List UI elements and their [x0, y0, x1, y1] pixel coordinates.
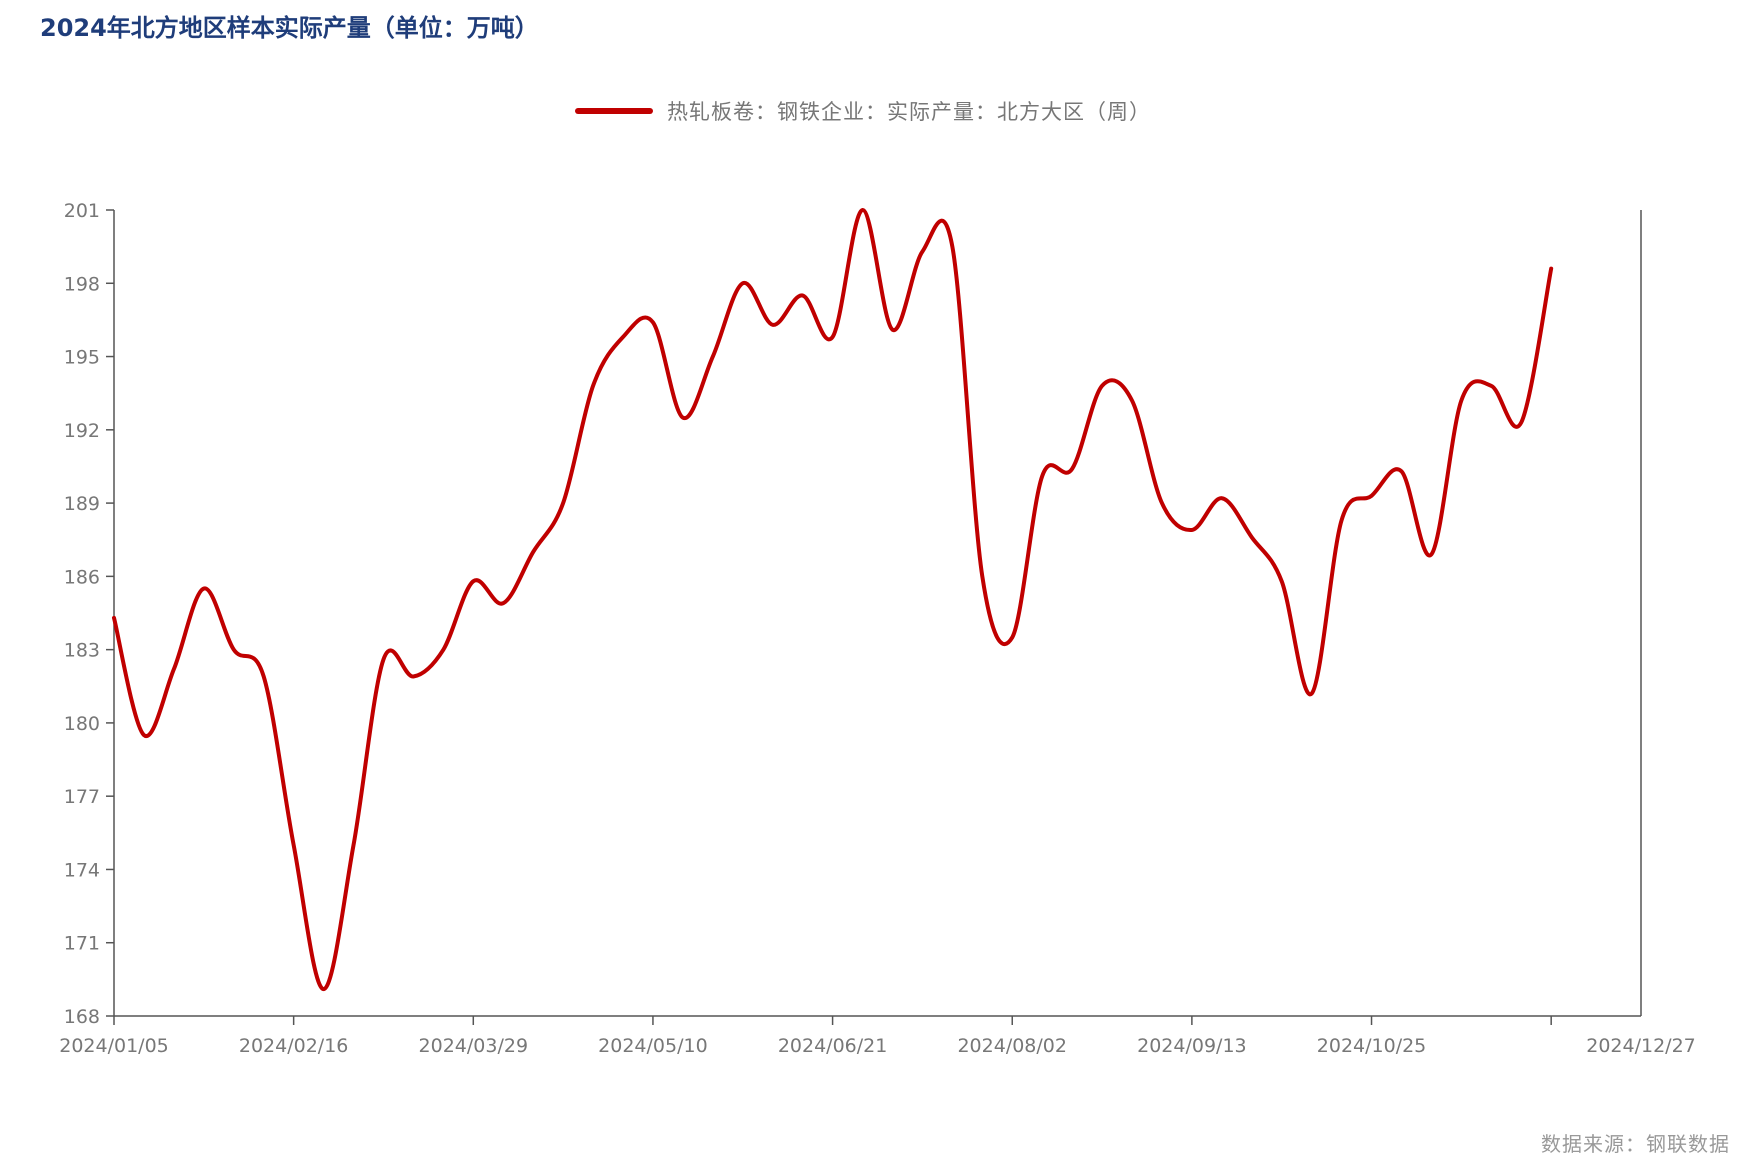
source-note: 数据来源：钢联数据: [1541, 1132, 1730, 1156]
legend: 热轧板卷：钢铁企业：实际产量：北方大区（周）: [575, 96, 1151, 126]
x-tick-label: 2024/09/13: [1137, 1035, 1247, 1057]
y-tick-label: 192: [64, 420, 100, 442]
y-tick-label: 180: [64, 713, 100, 735]
y-tick-label: 195: [64, 347, 100, 369]
series-line: [112, 207, 1554, 992]
legend-swatch: [575, 108, 653, 114]
y-tick-label: 198: [64, 273, 100, 295]
x-tick-label: 2024/06/21: [778, 1035, 888, 1057]
ticks: 168 171 174 177 180 183 186 189 192 195 198 201 2024…: [59, 200, 1696, 1057]
x-tick-label: 2024/08/02: [957, 1035, 1067, 1057]
x-tick-label: 2024/12/27: [1586, 1035, 1696, 1057]
x-tick-label: 2024/05/10: [598, 1035, 708, 1057]
y-tick-label: 183: [64, 640, 100, 662]
chart-title: 2024年北方地区样本实际产量（单位：万吨）: [40, 14, 539, 42]
y-tick-label: 171: [64, 933, 100, 955]
y-tick-label: 201: [64, 200, 100, 222]
x-tick-label: 2024/02/16: [239, 1035, 349, 1057]
y-tick-label: 168: [64, 1006, 100, 1028]
x-tick-label: 2024/01/05: [59, 1035, 169, 1057]
legend-label: 热轧板卷：钢铁企业：实际产量：北方大区（周）: [667, 100, 1151, 124]
y-tick-label: 174: [64, 859, 100, 881]
y-tick-label: 189: [64, 493, 100, 515]
x-tick-label: 2024/10/25: [1317, 1035, 1427, 1057]
y-tick-label: 177: [64, 786, 100, 808]
axes: [113, 210, 1642, 1017]
series: [112, 207, 1554, 992]
y-tick-label: 186: [64, 566, 100, 588]
x-tick-label: 2024/03/29: [419, 1035, 529, 1057]
